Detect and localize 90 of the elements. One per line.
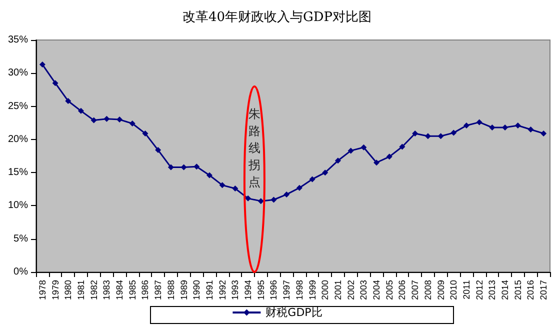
point	[245, 195, 252, 202]
point	[502, 124, 508, 130]
y-tick-label: 25%	[8, 100, 28, 112]
point	[540, 130, 547, 136]
x-tick-label: 1990	[192, 280, 202, 300]
point	[155, 147, 162, 154]
x-tick-label: 1989	[178, 280, 189, 300]
point	[476, 119, 482, 126]
annotation: 朱路线拐点	[248, 106, 261, 192]
point	[258, 198, 264, 204]
y-tick-label: 10%	[8, 200, 28, 212]
x-tick-label: 2011	[461, 280, 472, 300]
chart-title: 改革40年财政收入与GDP对比图	[182, 10, 372, 25]
legend-label: 财税GDP比	[266, 306, 322, 319]
point	[412, 130, 418, 136]
y-tick-label: 15%	[8, 167, 28, 178]
point	[399, 144, 406, 150]
x-tick-label: 1998	[294, 280, 304, 300]
x-tick-label: 2012	[474, 280, 484, 300]
y-tick-label: 5%	[14, 233, 28, 244]
x-tick-label: 2017	[538, 280, 549, 300]
x-tick-label: 1996	[268, 280, 279, 300]
x-tick-label: 1993	[230, 280, 240, 300]
point	[116, 116, 123, 123]
x-tick-label: 2015	[512, 280, 523, 300]
y-tick-label: 0%	[14, 266, 28, 278]
point	[463, 122, 470, 129]
point	[129, 120, 136, 127]
x-tick-label: 1999	[307, 280, 318, 300]
x-tick-label: 2004	[372, 280, 382, 300]
x-tick-label: 1995	[256, 280, 266, 300]
point	[206, 172, 212, 178]
point	[438, 133, 444, 140]
point	[90, 117, 97, 124]
x-tick-label: 1983	[102, 280, 112, 300]
point	[450, 130, 457, 136]
y-tick-label: 30%	[8, 68, 28, 79]
point	[424, 133, 431, 140]
point	[334, 158, 341, 164]
point	[270, 196, 277, 203]
point	[78, 108, 84, 114]
x-tick-label: 1978	[37, 280, 48, 300]
x-tick-label: 1985	[127, 280, 138, 300]
x-tick-label: 1982	[88, 280, 99, 300]
point	[296, 184, 302, 191]
point	[528, 126, 534, 132]
x-tick-label: 1979	[50, 280, 60, 300]
x-tick-label: 1987	[153, 280, 164, 300]
x-tick-label: 2007	[410, 280, 420, 300]
point	[360, 144, 367, 150]
point	[65, 98, 72, 104]
x-tick-label: 2000	[320, 280, 330, 300]
point	[232, 185, 238, 192]
x-tick-label: 1988	[166, 280, 176, 300]
point	[52, 80, 58, 86]
point	[309, 176, 316, 182]
point	[39, 62, 46, 68]
point	[374, 160, 380, 166]
point	[386, 154, 392, 160]
x-tick-label: 1981	[76, 280, 86, 300]
point	[194, 164, 200, 170]
point	[348, 148, 354, 154]
x-tick-label: 1992	[217, 280, 228, 300]
point	[514, 122, 521, 129]
x-tick-label: 2001	[332, 280, 343, 300]
x-tick-label: 2005	[384, 280, 394, 300]
x-tick-label: 1994	[243, 280, 254, 300]
x-tick-label: 1997	[282, 280, 292, 300]
x-tick-label: 2014	[500, 280, 510, 300]
x-tick-label: 2016	[526, 280, 536, 300]
x-tick-label: 1984	[114, 280, 125, 300]
point	[219, 182, 226, 188]
x-tick-label: 1980	[63, 280, 74, 300]
x-tick-label: 2006	[397, 280, 408, 300]
point	[322, 170, 328, 176]
x-tick-label: 2002	[346, 280, 356, 300]
x-tick-label: 2013	[487, 280, 498, 300]
x-tick-label: 1991	[204, 280, 214, 300]
x-tick-label: 2003	[358, 280, 369, 300]
x-tick-label: 2009	[436, 280, 446, 300]
x-tick-label: 2008	[422, 280, 433, 300]
y-tick-label: 20%	[8, 134, 28, 145]
point	[104, 116, 110, 122]
x-tick-label: 2010	[448, 280, 459, 300]
point	[142, 130, 148, 136]
x-tick-label: 1986	[140, 280, 150, 300]
point	[489, 124, 496, 130]
point	[168, 164, 174, 170]
point	[284, 191, 290, 198]
y-tick-label: 35%	[8, 34, 28, 46]
